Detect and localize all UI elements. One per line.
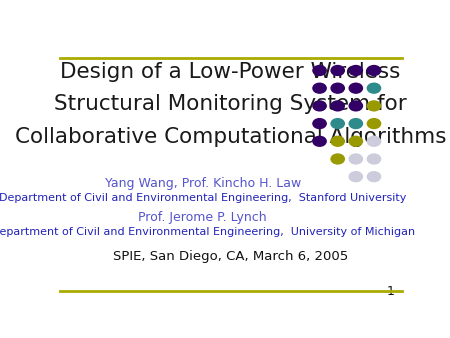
Text: Yang Wang, Prof. Kincho H. Law: Yang Wang, Prof. Kincho H. Law [104, 177, 301, 190]
Text: Collaborative Computational Algorithms: Collaborative Computational Algorithms [15, 127, 446, 147]
Circle shape [349, 119, 362, 128]
Circle shape [331, 136, 344, 146]
Circle shape [313, 83, 326, 93]
Text: SPIE, San Diego, CA, March 6, 2005: SPIE, San Diego, CA, March 6, 2005 [113, 250, 348, 263]
Text: 1: 1 [387, 285, 395, 298]
Circle shape [331, 154, 344, 164]
Text: Design of a Low-Power Wireless: Design of a Low-Power Wireless [60, 62, 401, 82]
Circle shape [331, 119, 344, 128]
Text: Prof. Jerome P. Lynch: Prof. Jerome P. Lynch [139, 211, 267, 224]
Circle shape [367, 83, 381, 93]
Circle shape [313, 119, 326, 128]
Circle shape [331, 66, 344, 75]
Circle shape [367, 136, 381, 146]
Circle shape [349, 101, 362, 111]
Circle shape [313, 101, 326, 111]
Circle shape [349, 83, 362, 93]
Circle shape [331, 83, 344, 93]
Circle shape [313, 66, 326, 75]
Circle shape [367, 154, 381, 164]
Circle shape [349, 66, 362, 75]
Circle shape [313, 136, 326, 146]
Circle shape [367, 119, 381, 128]
Circle shape [331, 101, 344, 111]
Circle shape [367, 101, 381, 111]
Circle shape [349, 172, 362, 182]
Circle shape [349, 136, 362, 146]
Circle shape [367, 66, 381, 75]
Text: Department of Civil and Environmental Engineering,  Stanford University: Department of Civil and Environmental En… [0, 193, 406, 203]
Text: Department of Civil and Environmental Engineering,  University of Michigan: Department of Civil and Environmental En… [0, 226, 415, 237]
Circle shape [367, 172, 381, 182]
Circle shape [349, 154, 362, 164]
Text: Structural Monitoring System for: Structural Monitoring System for [54, 94, 407, 115]
